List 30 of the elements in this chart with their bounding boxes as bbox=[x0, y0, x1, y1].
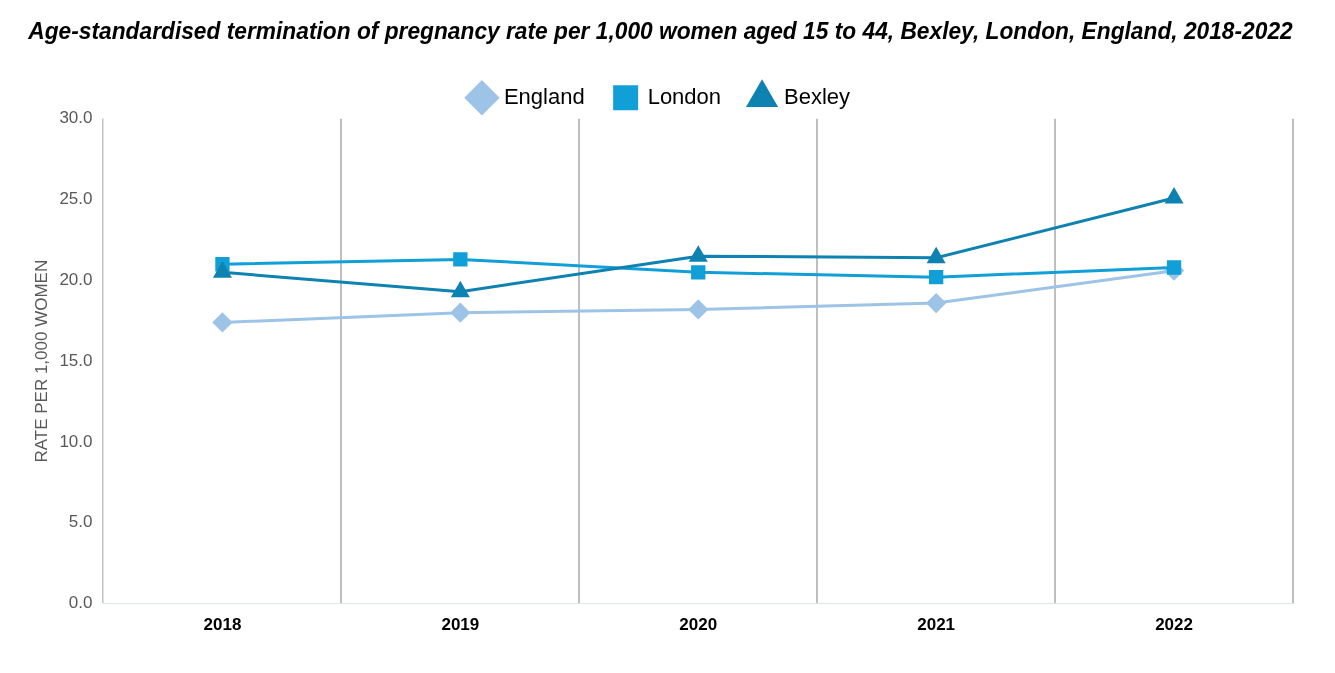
x-tick-label: 2021 bbox=[917, 615, 956, 635]
point bbox=[688, 299, 708, 319]
x-tick-label: 2020 bbox=[679, 615, 718, 635]
y-tick-label: 25.0 bbox=[59, 189, 93, 209]
point bbox=[451, 282, 469, 298]
legend-label: London bbox=[647, 83, 722, 109]
point bbox=[214, 262, 231, 278]
y-tick-label: 10.0 bbox=[59, 431, 93, 451]
y-tick-label: 5.0 bbox=[68, 512, 93, 532]
x-tick-label: 2018 bbox=[203, 615, 242, 635]
point bbox=[1165, 188, 1183, 204]
x-tick-label: 2022 bbox=[1155, 615, 1193, 635]
legend-label: England bbox=[503, 83, 585, 109]
point bbox=[927, 248, 945, 264]
y-axis-title: RATE PER 1,000 WOMEN bbox=[31, 259, 51, 463]
point bbox=[1166, 260, 1182, 275]
point bbox=[928, 270, 944, 285]
y-tick-label: 20.0 bbox=[59, 270, 93, 290]
chart-title: Age-standardised termination of pregnancy rate per 1,000 women aged 15 to 44, Bexley, London, England, 2018-2022 bbox=[27, 17, 1293, 45]
point bbox=[212, 312, 232, 332]
legend-label: Bexley bbox=[784, 83, 851, 109]
y-tick-label: 30.0 bbox=[59, 108, 93, 128]
y-tick-label: 0.0 bbox=[68, 593, 93, 613]
point bbox=[691, 265, 706, 280]
x-tick-label: 2019 bbox=[441, 615, 480, 635]
point bbox=[450, 303, 470, 323]
y-tick-label: 15.0 bbox=[59, 350, 93, 370]
point bbox=[926, 293, 946, 313]
point bbox=[689, 246, 707, 262]
point bbox=[453, 252, 468, 267]
